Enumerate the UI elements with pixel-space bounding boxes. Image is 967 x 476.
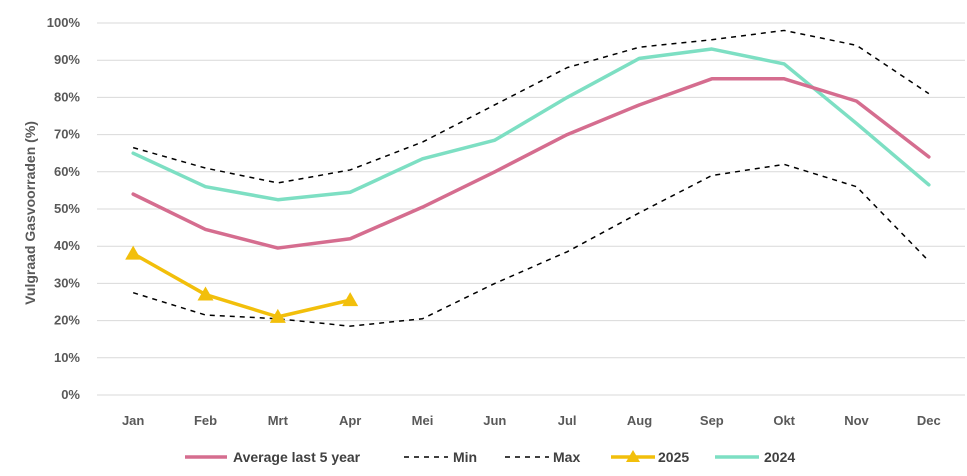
y-tick-label: 80% <box>54 89 80 104</box>
x-tick-label: Aug <box>627 413 652 428</box>
y-tick-label: 40% <box>54 238 80 253</box>
y-tick-label: 50% <box>54 201 80 216</box>
x-tick-label: Nov <box>844 413 869 428</box>
legend-label: 2025 <box>658 449 689 465</box>
y-tick-label: 10% <box>54 350 80 365</box>
data-point-2025 <box>342 292 359 307</box>
x-tick-label: Mei <box>412 413 434 428</box>
legend-item-2025: 2025 <box>611 449 689 465</box>
legend-item-average-last-5-year: Average last 5 year <box>185 449 361 465</box>
x-tick-label: Jun <box>483 413 506 428</box>
y-tick-label: 0% <box>61 387 80 402</box>
y-tick-label: 70% <box>54 127 80 142</box>
y-tick-label: 100% <box>47 15 81 30</box>
x-tick-label: Feb <box>194 413 217 428</box>
y-tick-label: 60% <box>54 164 80 179</box>
legend-label: Average last 5 year <box>233 449 361 465</box>
x-tick-label: Jan <box>122 413 144 428</box>
data-point-2025 <box>197 286 214 301</box>
series-line-min <box>132 163 930 327</box>
legend: Average last 5 year Min Max 2025 2024 <box>185 449 795 465</box>
x-tick-label: Mrt <box>268 413 289 428</box>
y-tick-label: 20% <box>54 313 80 328</box>
y-axis-label: Vulgraad Gasvoorraden (%) <box>22 121 38 305</box>
x-tick-label: Okt <box>773 413 795 428</box>
gridlines <box>97 22 965 396</box>
legend-label: Max <box>553 449 580 465</box>
legend-label: 2024 <box>764 449 795 465</box>
legend-label: Min <box>453 449 477 465</box>
x-axis-ticks: Jan Feb Mrt Apr Mei Jun Jul Aug Sep Okt Nov Dec <box>122 413 941 428</box>
series-layer <box>125 29 931 327</box>
y-tick-label: 90% <box>54 52 80 67</box>
series-line-2024 <box>131 47 931 202</box>
x-tick-label: Jul <box>558 413 577 428</box>
legend-marker <box>626 450 640 462</box>
data-point-2025 <box>269 308 286 323</box>
legend-item-max: Max <box>505 449 580 465</box>
legend-item-min: Min <box>404 449 477 465</box>
data-point-2025 <box>125 245 142 260</box>
legend-item-2024: 2024 <box>715 449 795 465</box>
series-line-max <box>132 29 930 184</box>
y-axis-ticks: 0% 10% 20% 30% 40% 50% 60% 70% 80% 90% 100% <box>47 15 81 402</box>
y-tick-label: 30% <box>54 275 80 290</box>
series-line-2025 <box>131 251 352 319</box>
x-tick-label: Apr <box>339 413 361 428</box>
x-tick-label: Sep <box>700 413 724 428</box>
x-tick-label: Dec <box>917 413 941 428</box>
series-line-average-last-5-year <box>131 77 931 250</box>
